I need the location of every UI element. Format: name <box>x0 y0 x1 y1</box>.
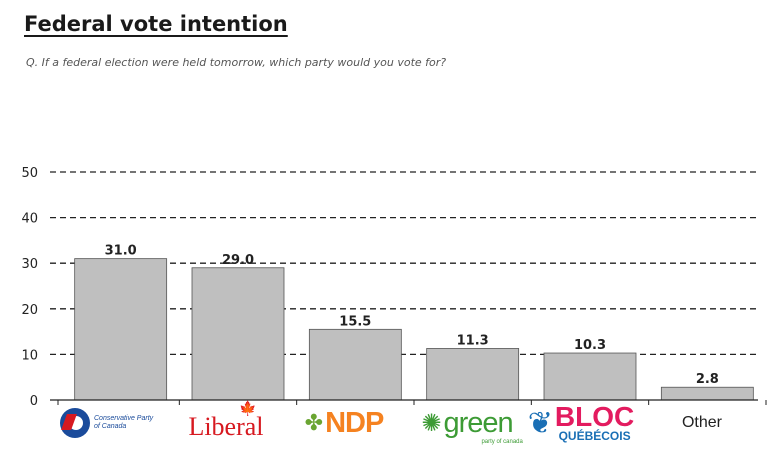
bloc-logo-text: BLOC <box>554 400 635 432</box>
data-label: 10.3 <box>574 338 606 353</box>
y-tick-label: 10 <box>21 348 38 363</box>
liberal-logo-text: Liberal <box>188 412 264 441</box>
data-label: 31.0 <box>105 244 137 259</box>
bar <box>660 386 754 401</box>
conservative-c-icon <box>60 408 90 438</box>
bloc-logo: ❦ BLOC QUÉBÉCOIS <box>522 402 640 444</box>
bar <box>308 328 402 401</box>
other-label-text: Other <box>681 414 722 431</box>
green-logo: ✺ green party of canada <box>408 402 526 445</box>
ndp-logo-text: NDP <box>325 406 384 439</box>
data-label: 2.8 <box>696 372 719 387</box>
bar <box>191 267 285 401</box>
bloc-quebec-map-icon: ❦ <box>527 405 553 441</box>
liberal-logo: 🍁 Liberal <box>176 402 276 444</box>
ndp-maple-leaf-icon: ✤ <box>304 410 324 436</box>
data-label: 29.0 <box>222 253 254 268</box>
y-tick-label: 20 <box>21 303 38 318</box>
conservative-logo-text: Conservative Party of Canada <box>94 415 154 430</box>
ndp-logo: ✤ NDP <box>288 402 400 444</box>
bar <box>543 352 637 401</box>
data-label: 11.3 <box>457 333 489 348</box>
chart-subtitle: Q. If a federal election were held tomor… <box>26 56 447 69</box>
y-tick-label: 40 <box>21 212 38 227</box>
green-flower-icon: ✺ <box>421 409 442 437</box>
chart-title: Federal vote intention <box>24 12 288 36</box>
maple-leaf-icon: 🍁 <box>239 401 257 417</box>
y-tick-label: 30 <box>21 257 38 272</box>
green-logo-text: green party of canada <box>443 406 522 445</box>
y-tick-label: 50 <box>21 166 38 181</box>
green-logo-subtext: party of canada <box>481 438 523 445</box>
y-tick-label: 0 <box>30 394 38 409</box>
bar <box>426 348 520 401</box>
bar <box>74 258 168 401</box>
conservative-logo: Conservative Party of Canada <box>52 402 166 444</box>
green-logo-word: green <box>443 406 513 439</box>
data-label: 15.5 <box>339 314 371 329</box>
bloc-logo-subtext: QUÉBÉCOIS <box>558 428 631 443</box>
other-label: Other <box>650 402 754 444</box>
